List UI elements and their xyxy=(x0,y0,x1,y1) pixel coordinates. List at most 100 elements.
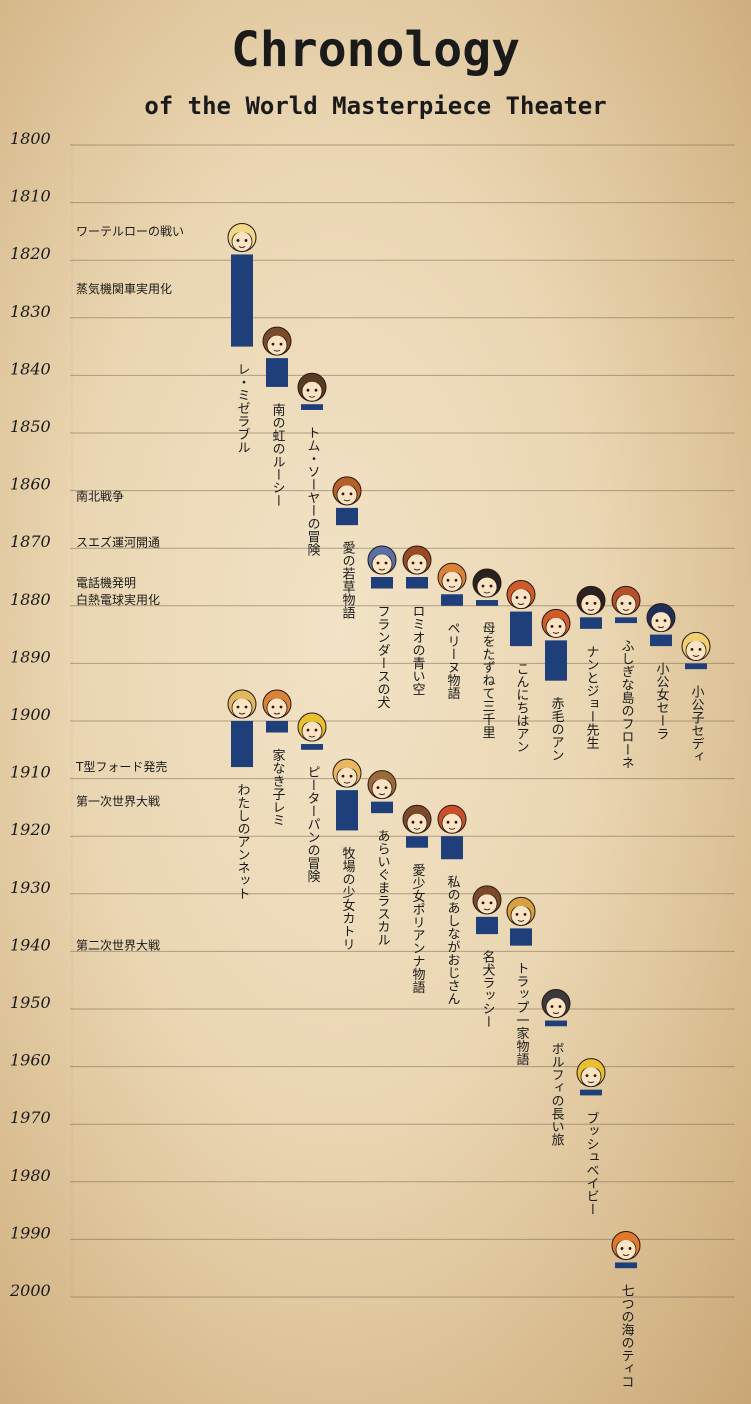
y-tick-label: 1950 xyxy=(10,993,51,1012)
series-bar xyxy=(301,404,323,410)
character-face-icon xyxy=(681,631,711,661)
y-tick-label: 1850 xyxy=(10,417,51,436)
series-bar xyxy=(650,634,672,647)
y-tick-label: 1910 xyxy=(10,763,51,782)
series-label: ピーターパンの冒険 xyxy=(305,766,321,883)
y-tick-label: 1980 xyxy=(10,1166,51,1185)
event-label: 第一次世界大戦 xyxy=(76,795,160,809)
series-label: 私のあしながおじさん xyxy=(445,875,461,1005)
y-tick-label: 1830 xyxy=(10,302,51,321)
character-face-icon xyxy=(367,770,397,800)
series-item: ナンとジョー先生 xyxy=(576,585,606,749)
event-label: 蒸気機関車実用化 xyxy=(76,281,172,296)
page-title: Chronology xyxy=(231,22,520,78)
series-bar xyxy=(266,358,288,387)
series-item: 愛の若草物語 xyxy=(332,476,362,620)
series-label: 家なき子レミ xyxy=(270,748,286,827)
series-label: 牧場の少女カトリ xyxy=(340,846,356,950)
character-face-icon xyxy=(262,326,292,356)
character-face-icon xyxy=(297,372,327,402)
series-item: トラップ一家物語 xyxy=(506,896,536,1066)
series-label: ふしぎな島のフローネ xyxy=(619,639,635,769)
series-item: わたしのアンネット xyxy=(227,689,257,900)
character-face-icon xyxy=(576,585,606,615)
character-face-icon xyxy=(297,712,327,742)
character-face-icon xyxy=(227,689,257,719)
series-bar xyxy=(406,836,428,848)
series-item: 名犬ラッシー xyxy=(472,885,502,1028)
series-item: 母をたずねて三千里 xyxy=(472,568,502,739)
series-label: ペリーヌ物語 xyxy=(445,622,461,700)
character-face-icon xyxy=(437,562,467,592)
series-bar xyxy=(336,790,358,831)
series-bar xyxy=(336,507,358,526)
event-label: スエズ運河開通 xyxy=(76,534,160,549)
event-label: 白熱電球実用化 xyxy=(76,592,160,607)
series-item: 牧場の少女カトリ xyxy=(332,758,362,950)
series-bar xyxy=(406,577,428,589)
series-bar xyxy=(545,1020,567,1027)
event-label: 電話機発明 xyxy=(76,575,136,590)
series-label: 小公子セディ xyxy=(689,685,705,763)
series-label: あらいぐまラスカル xyxy=(375,829,390,946)
series-label: こんにちはアン xyxy=(514,662,529,753)
series-label: 愛の若草物語 xyxy=(340,541,356,619)
y-tick-label: 1920 xyxy=(10,820,51,839)
y-tick-label: 1820 xyxy=(10,244,51,263)
series-label: レ・ミゼラブル xyxy=(235,363,251,454)
character-face-icon xyxy=(402,804,432,834)
series-item: 愛少女ポリアンナ物語 xyxy=(402,804,432,994)
character-face-icon xyxy=(506,896,536,926)
series-label: 愛少女ポリアンナ物語 xyxy=(410,864,426,994)
series-bar xyxy=(371,801,393,814)
series-item: ペリーヌ物語 xyxy=(437,562,467,700)
series-bar xyxy=(615,617,637,624)
character-face-icon xyxy=(472,885,502,915)
series-bar xyxy=(476,916,498,935)
y-tick-label: 1800 xyxy=(10,129,51,148)
y-tick-label: 1860 xyxy=(10,475,51,494)
y-tick-label: 1960 xyxy=(10,1051,51,1070)
series-bar xyxy=(510,928,532,946)
character-face-icon xyxy=(611,585,641,615)
series-bar xyxy=(266,721,288,733)
series-label: フランダースの犬 xyxy=(375,605,391,709)
series-item: 七つの海のティコ xyxy=(611,1230,641,1388)
series-item: 小公女セーラ xyxy=(646,603,676,741)
series-label: ブッシュベイビー xyxy=(584,1111,600,1216)
series-item: トム・ソーヤーの冒険 xyxy=(297,372,327,556)
series-bar xyxy=(476,600,498,606)
series-bar xyxy=(231,721,253,768)
event-layer: ワーテルローの戦い蒸気機関車実用化南北戦争スエズ運河開通電話機発明白熱電球実用化… xyxy=(75,224,184,952)
series-label: トム・ソーヤーの冒険 xyxy=(305,426,321,556)
series-item: 赤毛のアン xyxy=(541,608,571,762)
character-face-icon xyxy=(402,545,432,575)
series-bar xyxy=(371,577,393,589)
event-label: 南北戦争 xyxy=(76,488,124,503)
character-face-icon xyxy=(541,608,571,638)
series-item: あらいぐまラスカル xyxy=(367,770,397,946)
series-item: ピーターパンの冒険 xyxy=(297,712,327,883)
series-item: こんにちはアン xyxy=(506,580,536,753)
y-tick-label: 1900 xyxy=(10,705,51,724)
character-face-icon xyxy=(506,580,536,610)
series-item: 私のあしながおじさん xyxy=(437,804,467,1006)
series-item: ブッシュベイビー xyxy=(576,1058,606,1216)
series-label: 小公女セーラ xyxy=(654,662,670,740)
series-bar xyxy=(615,1262,637,1269)
event-label: ワーテルローの戦い xyxy=(76,224,184,238)
series-item: ふしぎな島のフローネ xyxy=(611,585,641,770)
series-bar xyxy=(441,594,463,606)
character-face-icon xyxy=(576,1058,606,1088)
character-face-icon xyxy=(332,758,362,788)
series-label: トラップ一家物語 xyxy=(514,962,530,1066)
series-label: 南の虹のルーシー xyxy=(270,402,286,507)
y-tick-label: 1940 xyxy=(10,935,51,954)
character-face-icon xyxy=(646,603,676,633)
y-tick-label: 1870 xyxy=(10,532,51,551)
series-bar xyxy=(545,640,567,681)
series-bar xyxy=(301,744,323,750)
character-face-icon xyxy=(227,222,257,252)
series-bar xyxy=(580,1089,602,1096)
